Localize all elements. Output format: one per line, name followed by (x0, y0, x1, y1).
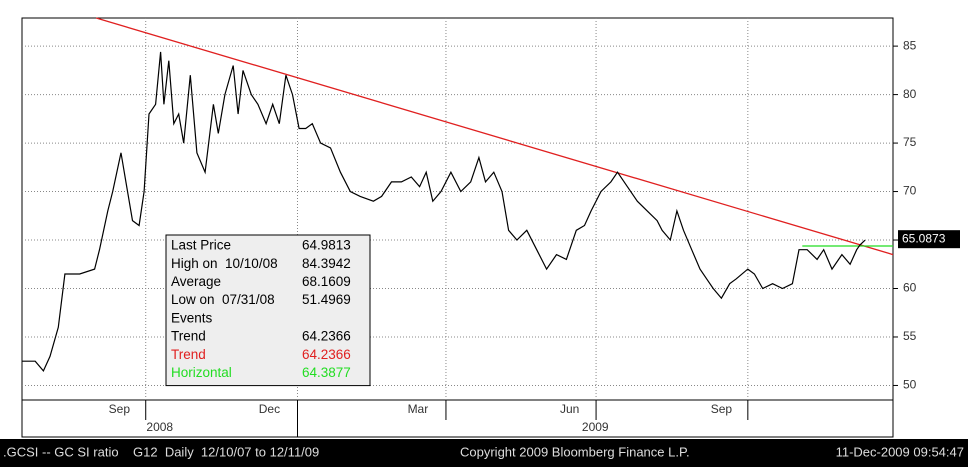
y-tick-label: 80 (903, 87, 917, 101)
stats-label: High on 10/10/08 (171, 256, 278, 271)
y-tick-label: 55 (903, 329, 917, 343)
x-tick-label: Sep (711, 402, 733, 416)
stats-label: Trend (171, 347, 206, 362)
stats-label: Events (171, 310, 213, 325)
stats-label: Last Price (171, 238, 231, 253)
x-tick-label: Dec (259, 402, 280, 416)
plot-frame (21, 17, 894, 401)
y-tick-label: 85 (903, 38, 917, 52)
stats-label: Average (171, 274, 221, 289)
stats-value: 51.4969 (302, 292, 351, 307)
footer-text: 11-Dec-2009 09:54:47 (836, 444, 964, 459)
last-price-tag (898, 230, 960, 249)
stats-box (165, 234, 371, 387)
price-line (22, 51, 866, 373)
year-label: 2008 (146, 420, 173, 434)
x-tick-label: Sep (109, 402, 131, 416)
y-tick-label: 60 (903, 281, 917, 295)
year-label: 2009 (582, 420, 609, 434)
stats-value: 64.3877 (302, 365, 351, 380)
trend-line (96, 17, 894, 256)
stats-value: 64.9813 (302, 238, 351, 253)
x-tick-label: Mar (408, 402, 429, 416)
stats-value: 64.2366 (302, 347, 351, 362)
stats-value: 64.2366 (302, 329, 351, 344)
stats-value: 68.1609 (302, 274, 351, 289)
footer-bar (0, 439, 968, 467)
x-tick-label: Jun (560, 402, 579, 416)
stats-label: Trend (171, 329, 206, 344)
last-price-label: 65.0873 (902, 231, 946, 245)
y-tick-label: 70 (903, 184, 917, 198)
footer-text: .GCSI -- GC SI ratio G12 Daily 12/10/07 … (3, 444, 319, 459)
stats-label: Low on 07/31/08 (171, 292, 275, 307)
y-tick-label: 50 (903, 378, 917, 392)
stats-label: Horizontal (171, 365, 232, 380)
footer-text: Copyright 2009 Bloomberg Finance L.P. (460, 444, 690, 459)
stats-value: 84.3942 (302, 256, 351, 271)
y-tick-label: 75 (903, 135, 917, 149)
